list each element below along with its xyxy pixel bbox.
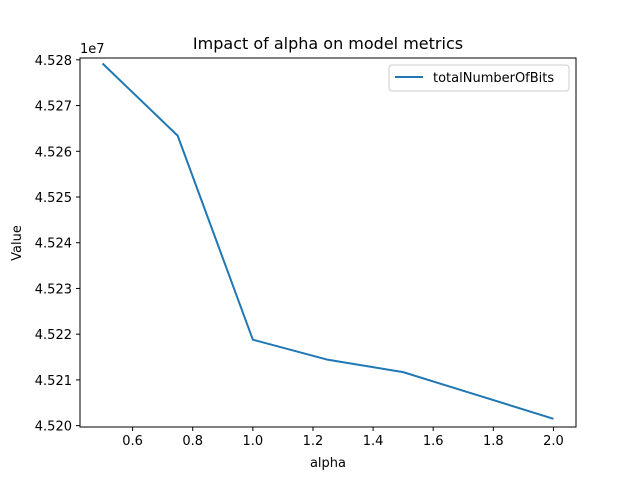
y-tick-label: 4.527 xyxy=(35,100,72,115)
x-tick-label: 1.4 xyxy=(363,434,384,449)
y-tick-label: 4.521 xyxy=(35,374,72,389)
y-offset-label: 1e7 xyxy=(80,42,105,57)
x-tick-label: 1.6 xyxy=(423,434,444,449)
legend-box xyxy=(388,64,570,92)
y-tick-label: 4.528 xyxy=(35,54,72,69)
y-tick-label: 4.522 xyxy=(35,328,72,343)
x-tick-label: 1.8 xyxy=(483,434,504,449)
y-axis-label: Value xyxy=(10,225,25,261)
y-tick-label: 4.520 xyxy=(35,420,72,435)
y-tick-label: 4.524 xyxy=(35,237,72,252)
legend: totalNumberOfBits xyxy=(388,64,570,92)
x-axis-label: alpha xyxy=(310,456,346,471)
legend-label: totalNumberOfBits xyxy=(433,71,554,86)
plot-frame xyxy=(79,57,577,428)
y-tick-label: 4.525 xyxy=(35,191,72,206)
chart-title: Impact of alpha on model metrics xyxy=(193,34,463,53)
x-tick-label: 0.8 xyxy=(182,434,203,449)
x-tick-label: 2.0 xyxy=(543,434,564,449)
y-tick-label: 4.523 xyxy=(35,282,72,297)
x-tick-label: 1.2 xyxy=(303,434,324,449)
y-tick-label: 4.526 xyxy=(35,145,72,160)
series-line xyxy=(101,62,554,420)
x-tick-label: 1.0 xyxy=(243,434,264,449)
x-tick-label: 0.6 xyxy=(122,434,143,449)
